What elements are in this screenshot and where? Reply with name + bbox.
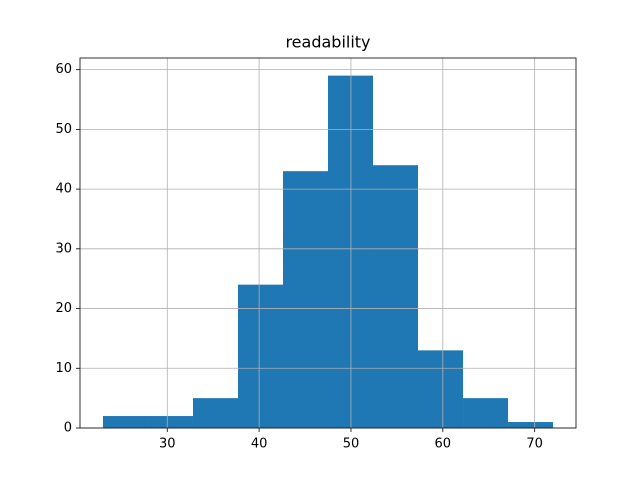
x-tick-label: 60 (435, 437, 452, 452)
bar (282, 171, 328, 428)
bar (373, 165, 419, 428)
y-tick-label: 40 (55, 182, 72, 197)
bar (102, 416, 148, 428)
bar (328, 75, 374, 428)
y-tick-label: 30 (55, 241, 72, 256)
y-tick-label: 20 (55, 301, 72, 316)
y-tick-label: 50 (55, 122, 72, 137)
x-tick-label: 50 (343, 437, 360, 452)
y-tick-label: 60 (55, 62, 72, 77)
bar (508, 422, 554, 428)
x-tick-label: 40 (251, 437, 268, 452)
bar (463, 398, 509, 428)
y-tick-label: 10 (55, 361, 72, 376)
plot-frame (79, 57, 577, 429)
y-tick-label: 0 (64, 421, 72, 436)
x-tick-label: 70 (526, 437, 543, 452)
x-tick-label: 30 (159, 437, 176, 452)
bar (147, 416, 193, 428)
chart-title: readability (285, 33, 370, 52)
bar (192, 398, 238, 428)
bar (418, 350, 464, 428)
bar (237, 284, 283, 428)
